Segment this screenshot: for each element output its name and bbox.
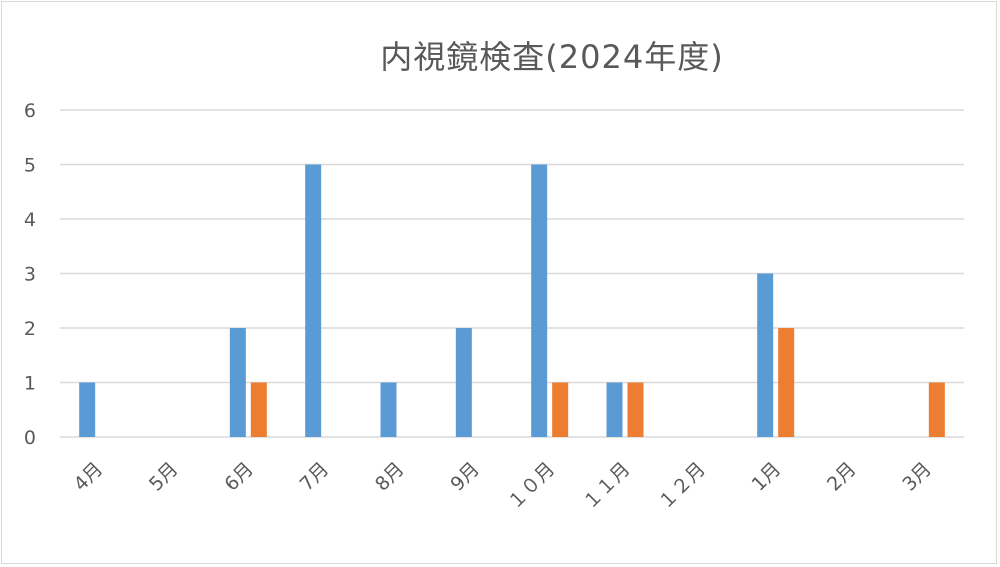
- x-tick-label: 7月: [296, 458, 334, 496]
- bar-series-1-3: [229, 328, 246, 437]
- x-tick-label: １１月: [579, 458, 635, 514]
- x-tick-label: 3月: [898, 458, 936, 496]
- y-tick-label: 2: [24, 318, 36, 340]
- y-tick-label: 3: [24, 264, 36, 286]
- y-tick-label: 6: [24, 100, 36, 122]
- bar-series-1-8: [606, 382, 623, 437]
- x-tick-label: 8月: [371, 458, 409, 496]
- y-tick-label: 0: [24, 427, 36, 449]
- x-tick-label: 6月: [220, 458, 258, 496]
- chart-title: 内視鏡検査(2024年度): [380, 38, 724, 76]
- bar-series-1-10: [757, 273, 774, 437]
- bar-series-1-1: [79, 382, 96, 437]
- bars: [79, 164, 945, 437]
- bar-series-2-7: [552, 382, 569, 437]
- x-tick-label: 9月: [446, 458, 484, 496]
- y-axis-ticks: 0 1 2 3 4 5 6: [24, 100, 36, 449]
- x-tick-label: 1月: [748, 458, 786, 496]
- bar-series-1-4: [305, 164, 322, 437]
- bar-series-2-8: [627, 382, 644, 437]
- y-tick-label: 1: [24, 373, 36, 395]
- bar-series-2-12: [928, 382, 945, 437]
- bar-series-2-10: [778, 328, 795, 437]
- x-tick-label: 2月: [823, 458, 861, 496]
- gridlines: [60, 109, 964, 438]
- x-tick-label: １２月: [654, 458, 710, 514]
- x-tick-label: １０月: [503, 458, 559, 514]
- y-tick-label: 5: [24, 155, 36, 177]
- x-tick-label: 4月: [70, 458, 108, 496]
- bar-series-1-7: [531, 164, 548, 437]
- x-tick-label: 5月: [145, 458, 183, 496]
- x-axis-ticks: 4月 5月 6月 7月 8月 9月 １０月 １１月 １２月 1月 2月 3月: [70, 458, 936, 514]
- bar-series-1-6: [455, 328, 472, 437]
- bar-series-1-5: [380, 382, 397, 437]
- bar-series-2-3: [250, 382, 267, 437]
- y-tick-label: 4: [24, 209, 36, 231]
